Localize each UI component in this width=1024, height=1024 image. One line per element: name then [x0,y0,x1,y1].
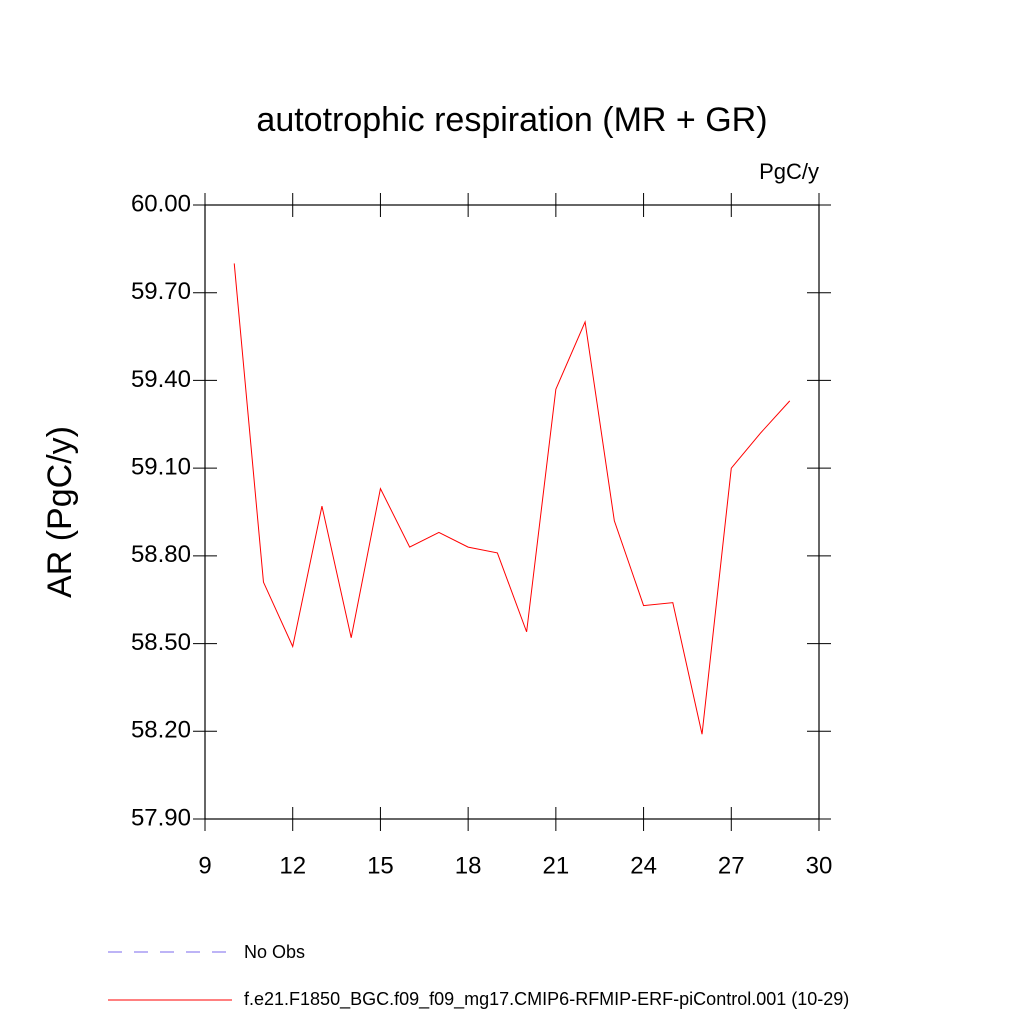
chart-title: autotrophic respiration (MR + GR) [256,101,767,139]
x-tick-label: 21 [543,852,570,879]
y-tick-label: 59.40 [131,366,191,393]
legend-label: No Obs [244,942,305,962]
y-axis-label: AR (PgC/y) [41,426,79,598]
legend-label: f.e21.F1850_BGC.f09_f09_mg17.CMIP6-RFMIP… [244,989,849,1010]
y-tick-label: 60.00 [131,190,191,217]
x-tick-label: 30 [806,852,833,879]
data-line [233,263,791,735]
y-tick-label: 57.90 [131,804,191,831]
units-label: PgC/y [759,159,819,184]
x-tick-label: 18 [455,852,482,879]
y-tick-label: 58.80 [131,541,191,568]
y-tick-label: 58.50 [131,629,191,656]
x-tick-label: 12 [279,852,306,879]
x-tick-label: 27 [718,852,745,879]
y-tick-label: 58.20 [131,717,191,744]
x-tick-label: 24 [630,852,657,879]
x-tick-label: 9 [198,852,211,879]
x-tick-label: 15 [367,852,394,879]
y-tick-label: 59.10 [131,453,191,480]
y-tick-label: 59.70 [131,278,191,305]
plot-frame [204,204,820,820]
